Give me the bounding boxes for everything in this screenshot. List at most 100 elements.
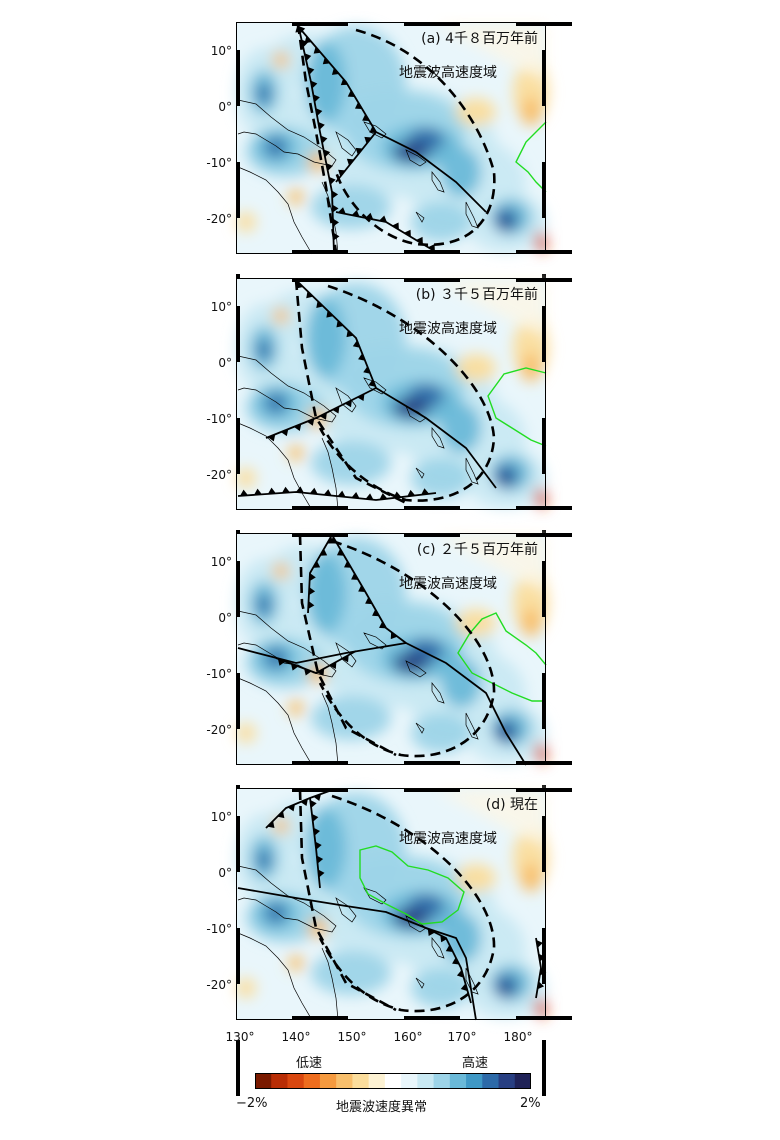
frame-tick xyxy=(292,250,348,254)
neutral-zone xyxy=(436,535,546,593)
lat-tick-label: -10° xyxy=(206,667,232,681)
map-panel: (c) ２千５百万年前 地震波高速度域 xyxy=(236,533,572,841)
subduction-tooth xyxy=(312,560,321,568)
velocity-anomaly xyxy=(521,864,541,892)
coastline xyxy=(321,947,339,1021)
high-velocity-zone-outline xyxy=(298,789,496,1013)
subduction-tooth xyxy=(310,799,317,808)
lat-tick-label: -20° xyxy=(206,212,232,226)
velocity-anomaly xyxy=(311,696,391,740)
coastline xyxy=(465,712,479,740)
plate-boundary xyxy=(275,650,357,674)
colorbar-swatch xyxy=(449,1073,467,1089)
subduction-tooth xyxy=(368,379,376,387)
velocity-anomaly xyxy=(273,52,289,68)
frame-tick xyxy=(542,1040,546,1096)
plateau-outline xyxy=(487,367,547,447)
plate-boundary xyxy=(375,131,487,213)
subduction-tooth xyxy=(538,953,546,962)
frame-tick xyxy=(516,1016,572,1020)
high-velocity-zone-label: 地震波高速度域 xyxy=(399,831,497,847)
subduction-tooth xyxy=(326,163,333,171)
subduction-tooth xyxy=(428,244,435,252)
subduction-tooth xyxy=(354,102,363,109)
velocity-anomaly xyxy=(521,354,541,382)
tomography-map xyxy=(236,788,572,1096)
velocity-anomaly xyxy=(273,818,289,834)
subduction-tooth xyxy=(306,291,314,299)
plate-boundary xyxy=(237,887,477,1021)
frame-tick xyxy=(404,761,460,765)
subduction-tooth xyxy=(281,486,290,493)
velocity-anomaly xyxy=(273,563,289,579)
subduction-tooth xyxy=(277,811,285,819)
subduction-tooth xyxy=(322,57,330,65)
subduction-tooth xyxy=(328,176,336,185)
frame-tick xyxy=(542,162,546,218)
velocity-anomaly xyxy=(411,713,471,753)
frame-tick xyxy=(236,306,240,362)
velocity-anomaly xyxy=(456,354,496,382)
coastline xyxy=(465,457,479,485)
velocity-anomaly xyxy=(273,308,289,324)
subduction-tooth xyxy=(267,434,276,442)
subduction-tooth xyxy=(337,490,346,497)
subduction-tooth xyxy=(295,25,303,33)
frame-tick xyxy=(516,22,572,26)
plate-boundary xyxy=(375,387,497,489)
subduction-tooth xyxy=(280,429,289,437)
high-velocity-zone-label: 地震波高速度域 xyxy=(399,576,497,592)
lon-tick-label: 130° xyxy=(225,1030,255,1044)
subduction-tooth xyxy=(277,658,286,666)
subduction-tooth xyxy=(326,310,334,318)
coastline xyxy=(431,427,445,449)
high-velocity-zone-outline xyxy=(296,23,496,253)
frame-tick xyxy=(404,22,460,26)
subduction-tooth xyxy=(393,491,402,498)
frame-tick xyxy=(404,1016,460,1020)
map-frame xyxy=(236,533,546,765)
colorbar-ramp xyxy=(255,1073,531,1089)
subduction-tooth xyxy=(293,423,302,431)
velocity-anomaly xyxy=(500,982,512,994)
lat-tick-label: -10° xyxy=(206,156,232,170)
velocity-anomaly xyxy=(266,393,286,413)
colorbar-swatch xyxy=(271,1073,288,1089)
subduction-tooth xyxy=(351,210,360,217)
subduction-tooth xyxy=(336,320,344,328)
lon-tick-label: 180° xyxy=(503,1030,533,1044)
subduction-tooth xyxy=(369,126,377,133)
subduction-tooth xyxy=(365,493,374,500)
subduction-tooth xyxy=(347,90,355,97)
colorbar-swatch xyxy=(287,1073,305,1089)
tomography-map xyxy=(236,22,572,330)
coastline xyxy=(415,211,425,223)
frame-tick xyxy=(542,928,546,984)
subduction-tooth xyxy=(357,393,365,401)
high-velocity-zone-label: 地震波高速度域 xyxy=(399,65,497,81)
lat-tick-label: -20° xyxy=(206,468,232,482)
subduction-tooth xyxy=(379,621,387,629)
subduction-tooth xyxy=(329,661,337,669)
subduction-tooth xyxy=(338,169,346,177)
velocity-anomaly xyxy=(411,458,471,498)
subduction-tooth xyxy=(539,967,547,976)
subduction-tooth xyxy=(290,663,299,671)
subduction-tooth xyxy=(315,841,322,850)
frame-tick xyxy=(236,1040,240,1096)
velocity-anomaly xyxy=(535,488,547,508)
frame-tick xyxy=(292,788,348,792)
subduction-tooth xyxy=(537,981,545,990)
lat-tick-label: -20° xyxy=(206,723,232,737)
frame-tick xyxy=(542,673,546,729)
frame-tick xyxy=(516,278,572,282)
coastline xyxy=(431,682,445,704)
frame-tick xyxy=(516,250,572,254)
coastline xyxy=(415,722,425,734)
velocity-anomaly xyxy=(521,98,541,126)
subduction-tooth xyxy=(313,46,321,54)
subduction-tooth xyxy=(365,212,374,220)
frame-tick xyxy=(404,788,460,792)
frame-tick xyxy=(542,418,546,474)
coastline xyxy=(465,201,479,229)
